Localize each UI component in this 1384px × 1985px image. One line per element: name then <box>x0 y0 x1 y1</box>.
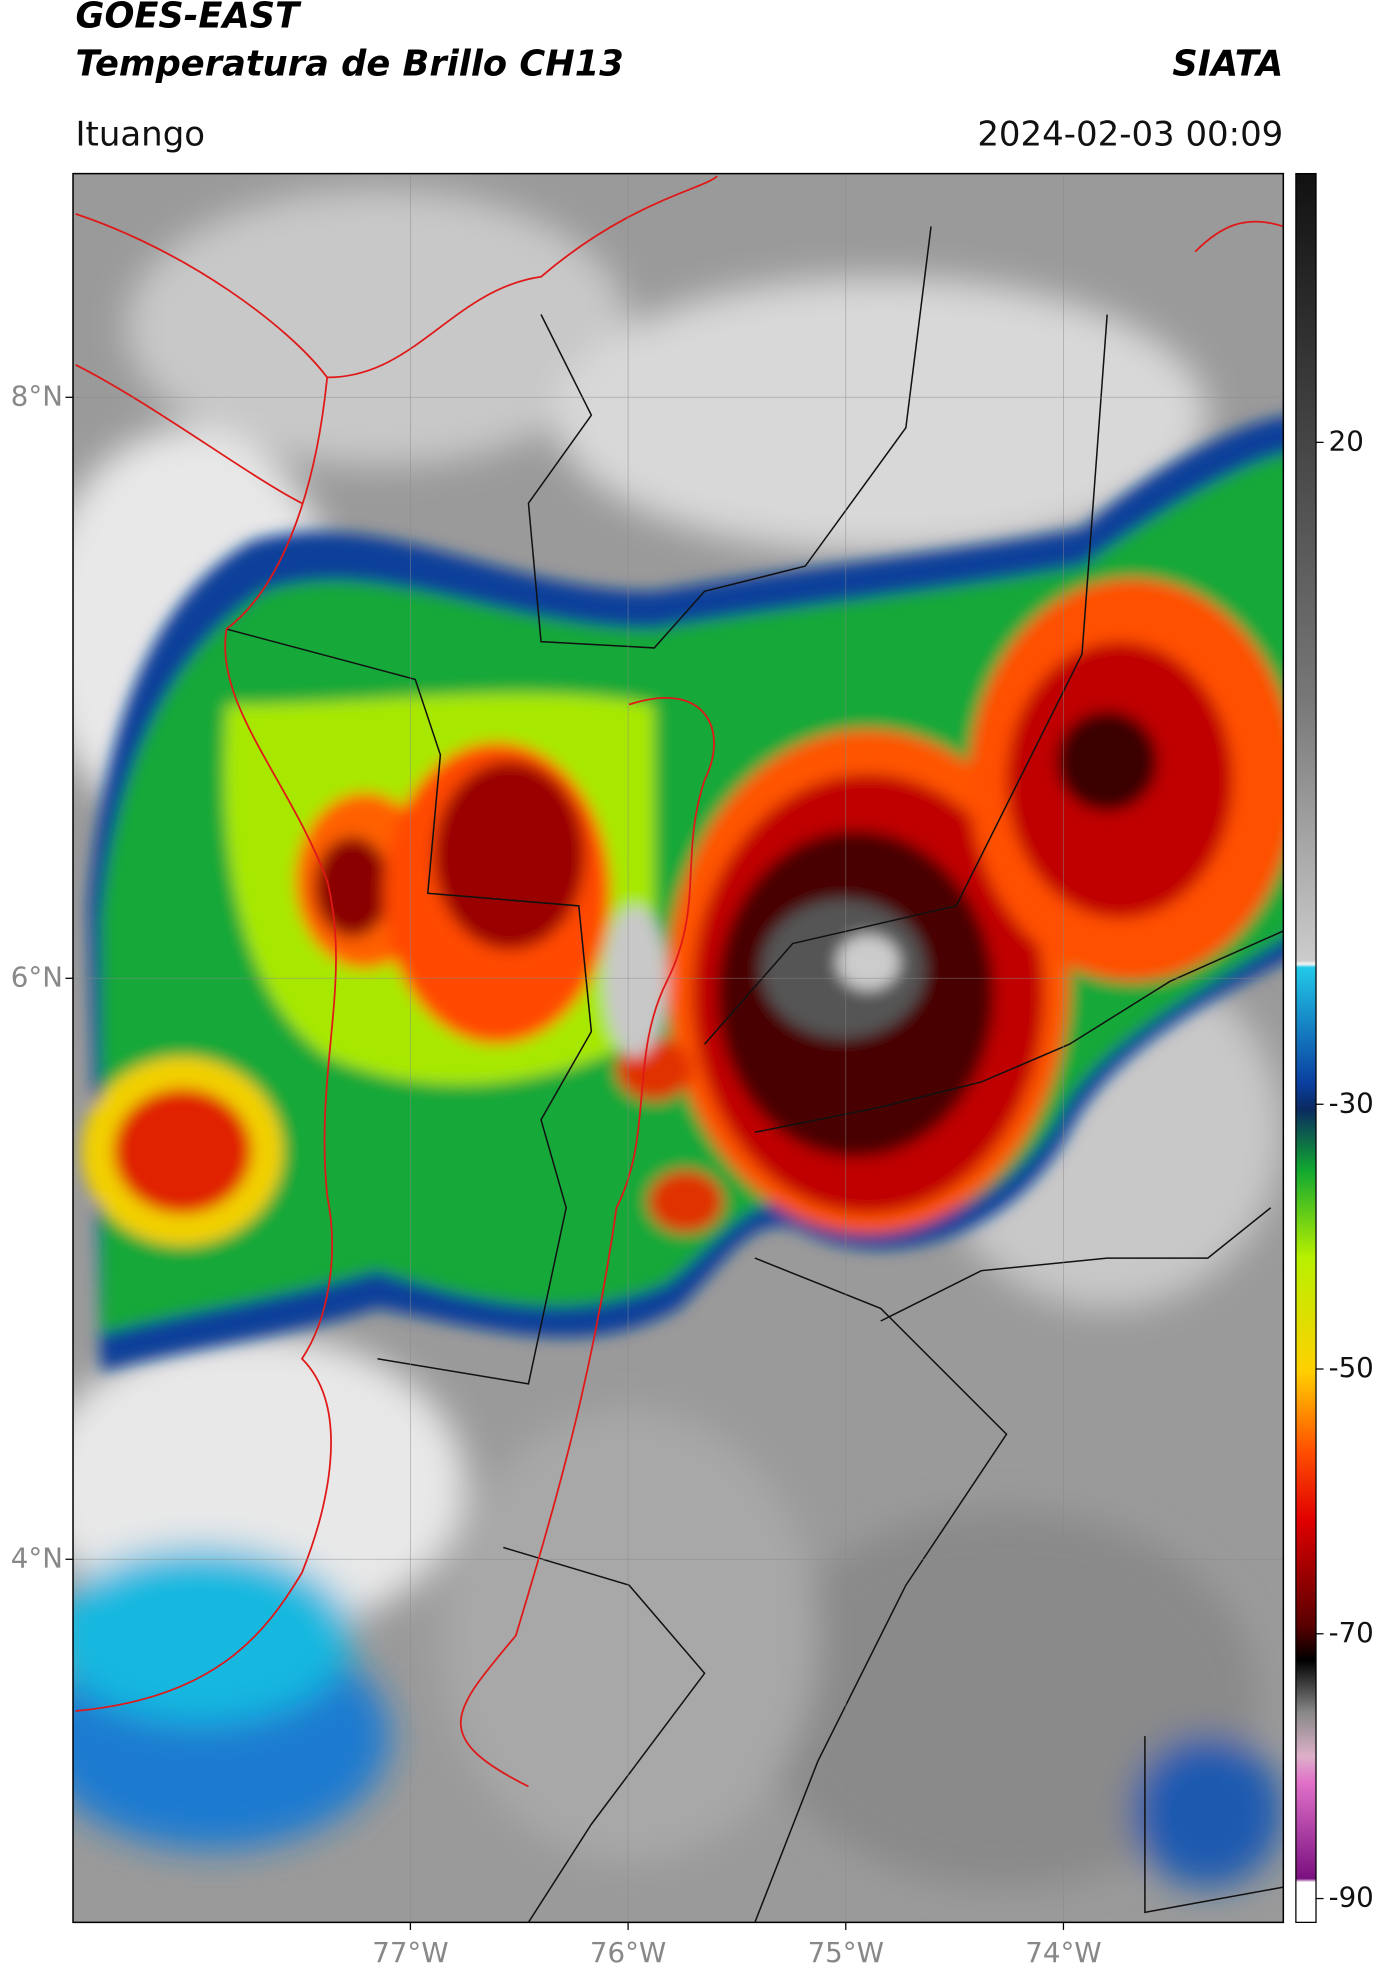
satellite-image <box>73 173 1284 1923</box>
source: SIATA <box>1172 43 1283 84</box>
y-tick-label: 4°N <box>11 1541 63 1574</box>
colorbar-tick-label: -30 <box>1329 1086 1374 1119</box>
x-tick-label: 75°W <box>808 1936 884 1969</box>
location: Ituango <box>76 114 206 154</box>
y-tick-label: 8°N <box>11 379 63 412</box>
x-tick-label: 76°W <box>590 1936 666 1969</box>
title: GOES-EAST <box>76 0 303 37</box>
datetime: 2024-02-03 00:09 <box>977 114 1283 154</box>
colorbar <box>1295 172 1317 1924</box>
grid <box>73 173 1284 1923</box>
colorbar-tick-label: -90 <box>1329 1881 1374 1914</box>
y-tick-label: 6°N <box>11 960 63 993</box>
colorbar-tick-label: 20 <box>1329 424 1364 457</box>
colorbar-tick-label: -70 <box>1329 1616 1374 1649</box>
map-frame <box>72 172 1285 1924</box>
subtitle: Temperatura de Brillo CH13 <box>76 43 624 84</box>
x-tick-label: 77°W <box>372 1936 448 1969</box>
x-tick-label: 74°W <box>1025 1936 1101 1969</box>
colorbar-tick-label: -50 <box>1329 1351 1374 1384</box>
